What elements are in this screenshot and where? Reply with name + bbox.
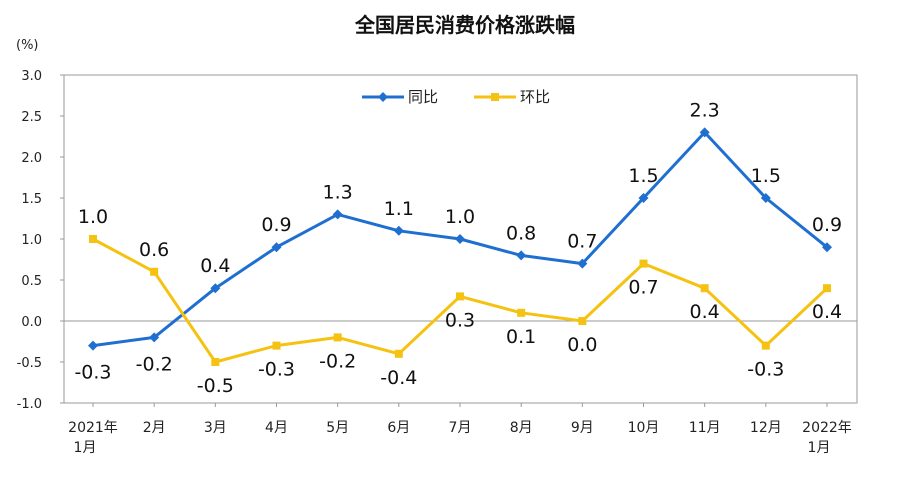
legend-swatch-marker (378, 92, 388, 102)
mom-point (211, 358, 220, 366)
yoy-point (516, 250, 527, 261)
y-axis-unit: (%) (16, 38, 39, 53)
mom-point (517, 308, 526, 317)
x-tick-label: 2月 (143, 420, 166, 436)
x-tick-label: 12月 (750, 420, 782, 436)
mom-point (700, 284, 709, 293)
mom-data-label: -0.3 (258, 359, 295, 381)
x-tick-label: 3月 (204, 420, 227, 436)
mom-data-label: -0.3 (747, 359, 784, 381)
yoy-data-label: 1.0 (445, 206, 475, 228)
mom-data-label: 1.0 (78, 206, 108, 228)
mom-data-label: 0.3 (445, 309, 475, 331)
mom-point (150, 267, 159, 276)
x-tick-label: 11月 (689, 420, 721, 436)
mom-point (456, 292, 464, 301)
yoy-point (149, 332, 160, 343)
yoy-point (760, 193, 771, 203)
y-tick-label: 2.0 (21, 151, 42, 166)
x-tick-label: 1月 (74, 440, 97, 456)
yoy-point (332, 209, 343, 220)
yoy-point (638, 193, 649, 203)
yoy-data-label: 0.9 (261, 214, 291, 236)
mom-point (394, 349, 403, 358)
yoy-data-label: 1.5 (628, 165, 658, 187)
legend-label: 环比 (520, 88, 550, 106)
legend-swatch-marker (491, 93, 499, 101)
x-tick-label: 2022年 (802, 420, 852, 436)
y-tick-label: 2.5 (21, 110, 42, 125)
y-tick-label: 1.5 (21, 192, 42, 207)
mom-data-label: -0.2 (319, 350, 356, 372)
y-tick-label: 1.0 (21, 233, 42, 248)
yoy-point (210, 283, 221, 294)
mom-data-label: -0.4 (380, 367, 417, 389)
x-tick-label: 7月 (449, 420, 472, 436)
mom-point (823, 284, 831, 293)
mom-data-label: 0.4 (812, 301, 842, 323)
yoy-data-label: 0.9 (812, 214, 842, 236)
x-tick-label: 8月 (510, 420, 533, 436)
mom-data-label: 0.6 (139, 239, 169, 261)
mom-point (639, 259, 648, 268)
x-tick-label: 9月 (571, 420, 594, 436)
yoy-point (699, 127, 710, 138)
yoy-data-label: 0.4 (200, 255, 230, 277)
yoy-point (393, 225, 404, 236)
x-tick-label: 2021年 (68, 420, 118, 436)
series-layer (88, 127, 832, 366)
mom-point (89, 235, 97, 243)
x-tick-label: 5月 (326, 420, 349, 436)
yoy-data-label: 0.7 (567, 231, 597, 253)
mom-data-label: 0.1 (506, 326, 536, 348)
y-axis: 3.0 2.5 2.0 1.5 1.0 0.5 0.0 -0.5 -1.0 (17, 69, 64, 412)
y-tick-label: -1.0 (17, 397, 42, 412)
mom-data-label: 0.0 (567, 334, 597, 356)
x-tick-label: 1月 (808, 440, 831, 456)
yoy-point (577, 258, 588, 269)
mom-data-label: 0.4 (690, 301, 720, 323)
yoy-point (455, 234, 465, 244)
x-tick-label: 4月 (265, 420, 288, 436)
yoy-point (88, 340, 98, 351)
yoy-data-label: 1.5 (751, 165, 781, 187)
yoy-data-label: 1.1 (384, 198, 414, 220)
y-tick-label: 0.0 (21, 315, 42, 330)
yoy-point (271, 242, 282, 253)
yoy-data-label: -0.3 (74, 362, 111, 384)
y-tick-label: 3.0 (21, 69, 42, 84)
y-tick-label: 0.5 (21, 274, 42, 289)
data-labels: -0.3 -0.2 0.4 0.9 1.3 1.1 1.0 0.8 0.7 1.5 2.3 1.5 0.… (74, 99, 842, 397)
yoy-data-label: 1.3 (323, 181, 353, 203)
yoy-data-label: -0.2 (136, 353, 173, 375)
legend-label: 同比 (408, 88, 438, 106)
yoy-data-label: 0.8 (506, 222, 536, 244)
mom-point (272, 341, 281, 350)
mom-data-label: -0.5 (197, 375, 234, 397)
yoy-point (822, 242, 832, 253)
y-tick-label: -0.5 (17, 356, 42, 371)
x-tick-label: 10月 (628, 420, 660, 436)
yoy-data-label: 2.3 (690, 99, 720, 121)
mom-point (333, 333, 342, 342)
mom-point (761, 341, 770, 350)
x-axis: 2021年 1月 2月 3月 4月 5月 6月 7月 8月 9月 10月 11月 12月 2022年 1月 (68, 403, 852, 456)
legend: 同比 环比 (362, 88, 550, 106)
x-tick-label: 6月 (387, 420, 410, 436)
mom-point (578, 317, 587, 325)
mom-data-label: 0.7 (628, 277, 658, 299)
chart-title: 全国居民消费价格涨跌幅 (354, 13, 575, 37)
